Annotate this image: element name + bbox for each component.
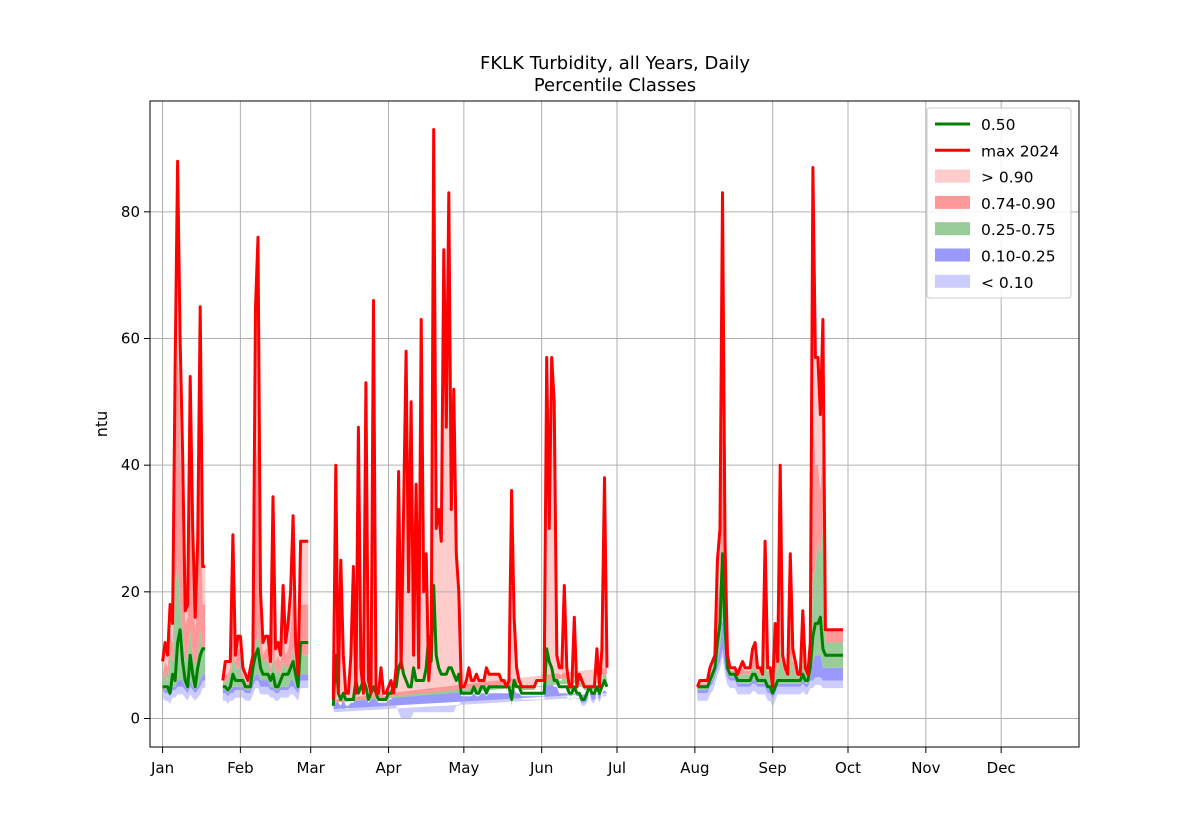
chart-title: FKLK Turbidity, all Years, Daily (480, 53, 750, 74)
band-below-10-segment-1 (222, 680, 309, 704)
legend-swatch-fill (935, 248, 970, 262)
legend-label: 0.10-0.25 (981, 248, 1056, 266)
x-tick-label: Nov (911, 759, 940, 777)
x-tick-label: Aug (680, 759, 709, 777)
median-line-segment-3 (697, 552, 843, 695)
band-10-25-segment-0 (162, 674, 206, 697)
legend-label: < 0.10 (981, 274, 1033, 292)
y-axis-label: ntu (92, 411, 111, 438)
x-axis-ticks: Jan Feb Mar Apr May Jun Jul Aug Sep Oct Nov Dec (150, 747, 1016, 777)
legend-label: 0.74-0.90 (981, 195, 1056, 213)
x-tick-label: Jan (150, 759, 174, 777)
x-tick-label: Dec (987, 759, 1016, 777)
legend-label: > 0.90 (981, 169, 1033, 187)
plot-frame (149, 100, 1080, 748)
legend-swatch-fill (935, 274, 970, 288)
y-tick-label: 20 (121, 583, 140, 601)
legend-label: 0.25-0.75 (981, 221, 1056, 239)
band-10-25-segment-2 (333, 667, 607, 709)
legend-swatch-fill (935, 169, 970, 183)
max-2024-line-segment-2 (331, 128, 609, 700)
band-10-25-segment-3 (697, 617, 843, 700)
x-tick-label: Jul (607, 759, 626, 777)
legend-swatch-fill (935, 195, 970, 209)
legend: 0.50 max 2024 > 0.90 0.74-0.90 0.25-0.75 0.10… (926, 107, 1072, 299)
median-line-segment-1 (222, 641, 309, 692)
legend-label: max 2024 (981, 142, 1059, 160)
band-25-75-segment-0 (162, 560, 206, 694)
x-tick-label: Jun (529, 759, 553, 777)
x-tick-label: Oct (835, 759, 861, 777)
median-line-segment-2 (331, 584, 609, 706)
legend-items: 0.50 max 2024 > 0.90 0.74-0.90 0.25-0.75 0.10… (935, 116, 1059, 292)
band-25-75-segment-3 (697, 528, 843, 697)
legend-swatch-fill (935, 222, 970, 236)
y-tick-label: 0 (130, 710, 140, 728)
y-axis-ticks: 0 20 40 60 80 (121, 203, 150, 728)
x-tick-label: Sep (759, 759, 787, 777)
band-25-75-segment-1 (222, 636, 309, 694)
median-line-segment-0 (162, 628, 206, 695)
grid-lines (150, 101, 1079, 747)
x-tick-label: Mar (297, 759, 326, 777)
band-below-10-segment-2 (333, 686, 607, 719)
band-74-90-segment-3 (697, 401, 843, 687)
x-tick-label: Feb (227, 759, 254, 777)
band-10-25-segment-1 (222, 674, 309, 697)
max-2024-line-segment-1 (221, 235, 309, 682)
legend-label: 0.50 (981, 116, 1016, 134)
max-2024-line-segment-0 (161, 159, 206, 662)
x-tick-label: Apr (376, 759, 403, 777)
max-2024-line-segment-3 (696, 166, 843, 689)
y-tick-label: 40 (121, 456, 140, 474)
series-lines (161, 128, 843, 706)
chart-subtitle: Percentile Classes (534, 75, 696, 96)
band-below-10-segment-3 (697, 648, 843, 708)
plot-area (149, 100, 1080, 748)
band-below-10-segment-0 (162, 680, 206, 704)
x-tick-label: May (448, 759, 479, 777)
y-tick-label: 60 (121, 330, 140, 348)
percentile-fills (162, 129, 843, 719)
y-tick-label: 80 (121, 203, 140, 221)
